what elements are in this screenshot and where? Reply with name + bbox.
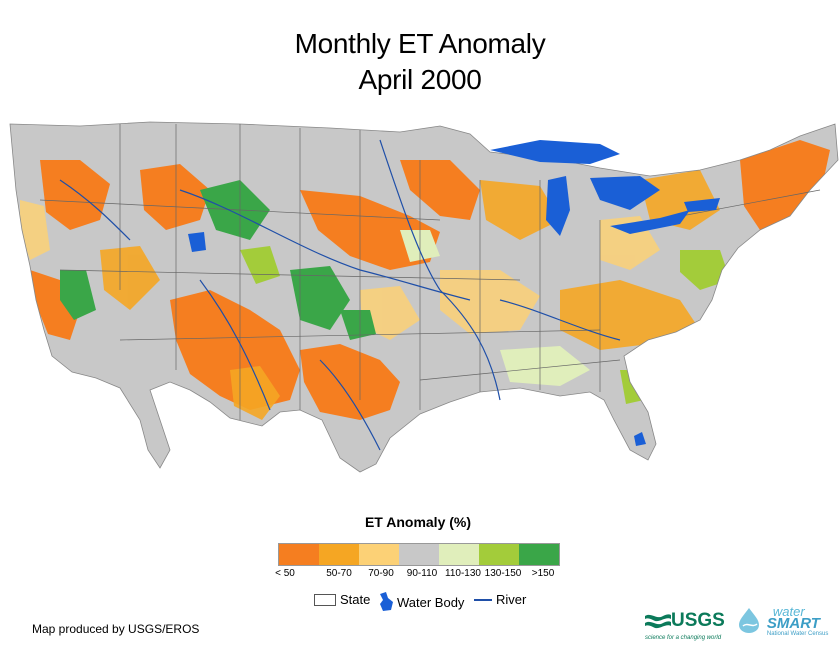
state-boundaries — [39, 124, 821, 420]
swatch-70-90 — [359, 544, 399, 565]
logos: USGS science for a changing world water … — [645, 604, 829, 641]
lake-okeechobee — [634, 432, 646, 446]
river-line-icon — [474, 598, 492, 601]
watersmart-tagline: National Water Census — [766, 631, 829, 637]
legend-label: 110-130 — [445, 568, 481, 579]
legend-key-water-label: Water Body — [397, 594, 465, 610]
swatch-90-110 — [399, 544, 439, 565]
lake-superior — [490, 140, 620, 164]
water-body-icon — [380, 592, 393, 611]
legend-key-state-label: State — [340, 592, 371, 607]
conus-et-anomaly-map — [9, 121, 839, 473]
map-credit: Map produced by USGS/EROS — [32, 622, 200, 636]
swatch-50-70 — [319, 544, 359, 565]
lake-ontario — [684, 198, 720, 212]
lake-huron — [590, 176, 660, 210]
swatch-110-130 — [439, 544, 479, 565]
rivers — [59, 139, 621, 451]
legend-label: >150 — [531, 568, 555, 579]
watersmart-smart-text: SMART — [766, 615, 820, 632]
legend-swatches — [278, 543, 560, 566]
swatch-130-150 — [479, 544, 519, 565]
map-title: Monthly ET Anomaly — [294, 28, 546, 59]
legend-label: < 50 — [275, 568, 295, 579]
watersmart-logo: water SMART National Water Census — [735, 604, 829, 638]
swatch-gt150 — [519, 544, 559, 565]
watersmart-water-text: water — [772, 604, 805, 619]
legend-key-water: Water Body — [377, 592, 464, 612]
usgs-wave-icon — [645, 614, 671, 629]
state-swatch-icon — [314, 593, 336, 606]
great-salt-lake — [188, 232, 206, 252]
legend-label: 90-110 — [406, 568, 438, 579]
map-subtitle: April 2000 — [358, 64, 482, 95]
legend-label: 130-150 — [484, 568, 522, 579]
usgs-tagline: science for a changing world — [645, 635, 722, 641]
legend-label: 70-90 — [368, 568, 394, 579]
water-bodies — [188, 140, 720, 446]
legend-key-river-label: River — [496, 592, 527, 607]
swatch-lt50 — [279, 544, 319, 565]
legend-key-river: River — [474, 592, 526, 607]
usgs-text: USGS — [671, 610, 725, 631]
legend-title: ET Anomaly (%) — [364, 514, 472, 530]
anomaly-lt50-areas — [30, 140, 830, 420]
legend-label: 50-70 — [326, 568, 352, 579]
water-drop-icon — [738, 608, 759, 633]
lake-michigan — [546, 176, 570, 236]
lake-erie — [610, 210, 690, 234]
usgs-logo: USGS science for a changing world — [645, 610, 725, 641]
legend-key-state: State — [314, 592, 370, 607]
